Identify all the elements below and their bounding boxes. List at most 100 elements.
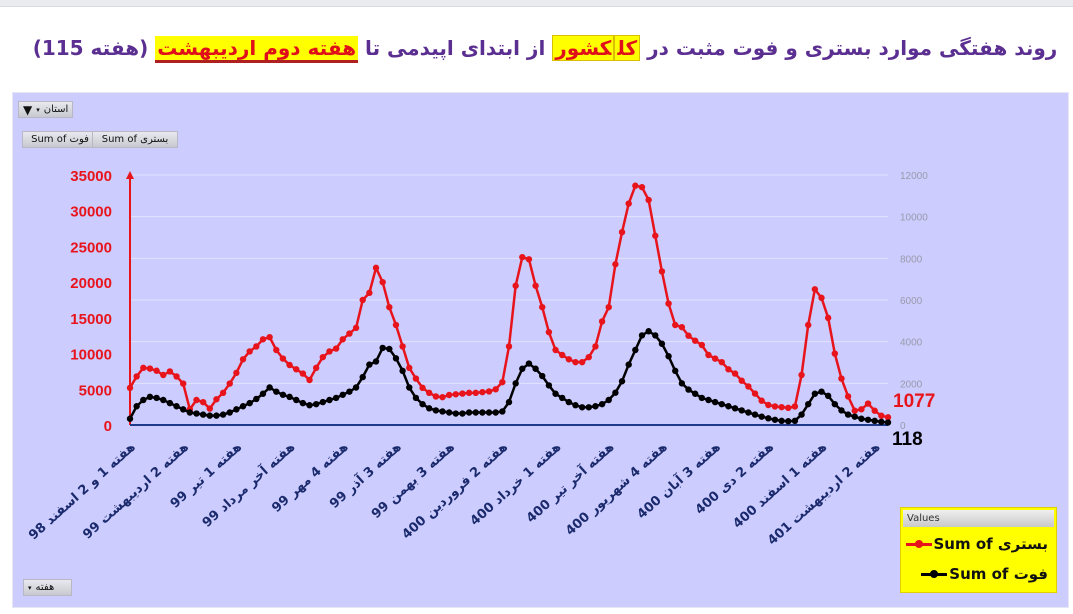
- data-point: [605, 396, 612, 404]
- data-point: [426, 405, 433, 412]
- last-value-label-deaths: 118: [892, 429, 923, 450]
- data-point: [246, 399, 253, 407]
- data-point: [459, 390, 466, 397]
- data-point: [785, 418, 792, 425]
- data-point: [412, 375, 420, 382]
- data-point: [705, 351, 712, 359]
- data-point: [253, 395, 260, 403]
- title-segment: (هفته 115): [32, 36, 156, 60]
- data-point: [445, 391, 453, 399]
- data-point: [605, 303, 612, 311]
- province-filter-button[interactable]: ▼ ▾ استان: [18, 101, 74, 118]
- data-point: [186, 409, 194, 416]
- data-point: [765, 401, 772, 409]
- data-point: [266, 333, 273, 341]
- data-point: [379, 344, 386, 352]
- data-point: [465, 389, 473, 397]
- data-point: [279, 355, 287, 362]
- data-point: [831, 400, 839, 408]
- data-point: [685, 332, 692, 339]
- data-point: [273, 388, 280, 395]
- data-point: [545, 382, 553, 389]
- data-point: [858, 406, 865, 413]
- legend: Values Sum of بستری Sum of فوت: [900, 507, 1057, 593]
- data-point: [691, 337, 699, 344]
- y-left-tick-label: 10000: [70, 347, 112, 364]
- data-point: [126, 415, 134, 422]
- data-point: [572, 402, 579, 409]
- data-point: [884, 414, 892, 421]
- data-point: [638, 183, 646, 191]
- week-field-button[interactable]: ▾ هفته: [23, 579, 72, 596]
- data-point: [805, 400, 812, 408]
- data-point: [698, 341, 706, 349]
- data-point: [745, 409, 752, 416]
- data-point: [366, 289, 373, 297]
- data-point: [758, 413, 765, 420]
- data-point: [246, 348, 253, 355]
- data-point: [751, 411, 759, 418]
- data-point: [678, 323, 686, 331]
- data-point: [532, 365, 539, 372]
- data-point: [618, 228, 626, 236]
- data-point: [565, 398, 573, 406]
- title-segment: روند هفتگی موارد بستری و فوت مثبت در: [640, 36, 1058, 60]
- data-point: [798, 411, 805, 418]
- data-point: [372, 358, 380, 365]
- data-point: [672, 321, 679, 329]
- data-point: [778, 417, 785, 425]
- data-point: [798, 371, 805, 379]
- x-tick-label: هفته 2 اردیبهشت 99: [80, 440, 192, 543]
- data-point: [166, 368, 174, 375]
- data-point: [359, 373, 366, 381]
- x-tick-label: هفته 1 اسفند 400: [730, 440, 830, 532]
- data-point: [691, 390, 699, 397]
- data-point: [465, 409, 473, 416]
- data-point: [239, 403, 247, 410]
- data-point: [539, 303, 546, 311]
- data-point: [791, 417, 799, 425]
- field-button-hospitalized[interactable]: Sum of بستری: [92, 131, 178, 148]
- data-point: [532, 282, 539, 289]
- data-point: [718, 358, 725, 366]
- data-point: [166, 399, 174, 407]
- data-point: [539, 372, 546, 380]
- title-segment: از ابتدای اپیدمی تا: [358, 36, 553, 60]
- data-point: [705, 396, 712, 404]
- data-point: [625, 200, 632, 207]
- data-point: [286, 393, 293, 401]
- data-point: [173, 403, 180, 410]
- field-button-deaths[interactable]: Sum of فوت: [22, 131, 98, 148]
- data-point: [738, 407, 745, 414]
- title-segment: کشور: [552, 35, 615, 61]
- data-point: [505, 398, 513, 406]
- data-point: [286, 361, 293, 369]
- data-point: [146, 393, 154, 401]
- data-point: [233, 406, 240, 413]
- data-point: [193, 396, 200, 404]
- data-point: [259, 336, 267, 343]
- data-point: [299, 370, 307, 377]
- data-point: [306, 402, 313, 409]
- y-right-tick-label: 6000: [900, 296, 923, 307]
- data-point: [652, 232, 659, 239]
- data-point: [146, 365, 154, 372]
- data-point: [831, 350, 839, 357]
- data-point: [618, 378, 626, 385]
- data-point: [352, 384, 360, 391]
- black-line-marker-icon: [921, 569, 948, 578]
- data-point: [326, 348, 333, 355]
- data-point: [725, 366, 732, 373]
- chart-title: روند هفتگی موارد بستری و فوت مثبت در کلک…: [0, 35, 1073, 63]
- data-point: [406, 384, 413, 391]
- title-segment: کل: [614, 35, 641, 61]
- data-point: [226, 380, 233, 387]
- data-point: [253, 343, 260, 350]
- data-point: [199, 398, 207, 406]
- data-point: [665, 353, 672, 360]
- data-point: [652, 332, 659, 339]
- data-point: [332, 345, 340, 352]
- data-point: [259, 390, 267, 397]
- data-point: [366, 361, 373, 368]
- y-right-tick-label: 12000: [900, 171, 928, 182]
